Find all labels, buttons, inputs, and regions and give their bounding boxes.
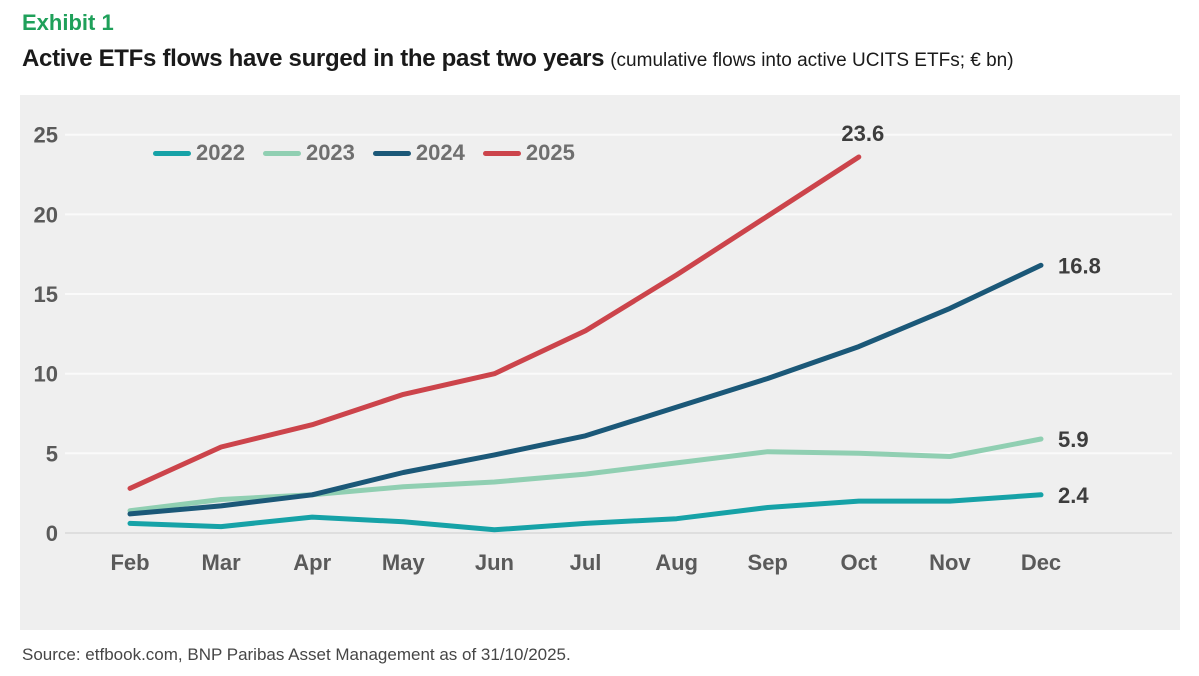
legend-label-2025: 2025 xyxy=(525,140,575,165)
series-line-2022 xyxy=(127,492,1044,533)
x-axis-tick-label: May xyxy=(382,550,426,575)
exhibit-label: Exhibit 1 xyxy=(22,10,114,35)
x-axis-tick-label: Feb xyxy=(110,550,149,575)
chart-subtitle: (cumulative flows into active UCITS ETFs… xyxy=(610,50,1014,71)
data-label-2023: 5.9 xyxy=(1058,427,1089,452)
source-note: Source: etfbook.com, BNP Paribas Asset M… xyxy=(22,645,571,664)
legend-item-2024: 2024 xyxy=(372,140,465,166)
series-line-2024 xyxy=(127,262,1044,517)
legend-label-2024: 2024 xyxy=(415,140,465,165)
y-axis-tick-label: 15 xyxy=(34,282,58,307)
legend-item-2025: 2025 xyxy=(482,140,575,166)
y-axis-tick-label: 25 xyxy=(34,123,58,148)
y-axis-tick-label: 5 xyxy=(46,441,58,466)
legend-item-2022: 2022 xyxy=(153,140,245,166)
chart-area: 0 5 10 15 20 25 Feb Mar Apr May Jun Jul Aug Sep Oct Nov… xyxy=(20,95,1180,630)
y-axis-tick-label: 10 xyxy=(34,362,58,387)
x-axis-tick-label: Nov xyxy=(929,550,971,575)
data-label-2025: 23.6 xyxy=(841,121,884,146)
chart-title: Active ETFs flows have surged in the pas… xyxy=(22,45,605,72)
x-axis-tick-label: Apr xyxy=(293,550,331,575)
chart-legend: 2022 2023 2024 2025 xyxy=(153,140,575,166)
y-axis-tick-label: 0 xyxy=(46,521,58,546)
legend-item-2023: 2023 xyxy=(262,140,355,166)
x-axis-tick-label: Mar xyxy=(202,550,242,575)
legend-label-2023: 2023 xyxy=(305,140,355,165)
y-axis-tick-label: 20 xyxy=(34,202,58,227)
x-axis-tick-label: Aug xyxy=(655,550,698,575)
chart-title-row: Active ETFs flows have surged in the pas… xyxy=(22,44,1187,77)
legend-label-2022: 2022 xyxy=(196,140,245,165)
legend-swatch-2022 xyxy=(153,150,191,156)
x-axis-tick-label: Sep xyxy=(748,550,788,575)
x-axis-tick-label: Jul xyxy=(570,550,602,575)
x-axis-tick-label: Jun xyxy=(475,550,514,575)
x-axis-tick-label: Oct xyxy=(840,550,877,575)
legend-swatch-2025 xyxy=(482,150,521,156)
x-axis-tick-label: Dec xyxy=(1021,550,1061,575)
data-label-2024: 16.8 xyxy=(1058,253,1101,278)
data-label-2022: 2.4 xyxy=(1058,483,1089,508)
legend-swatch-2024 xyxy=(372,150,411,156)
series-line-2025 xyxy=(127,154,862,491)
legend-swatch-2023 xyxy=(262,150,301,156)
